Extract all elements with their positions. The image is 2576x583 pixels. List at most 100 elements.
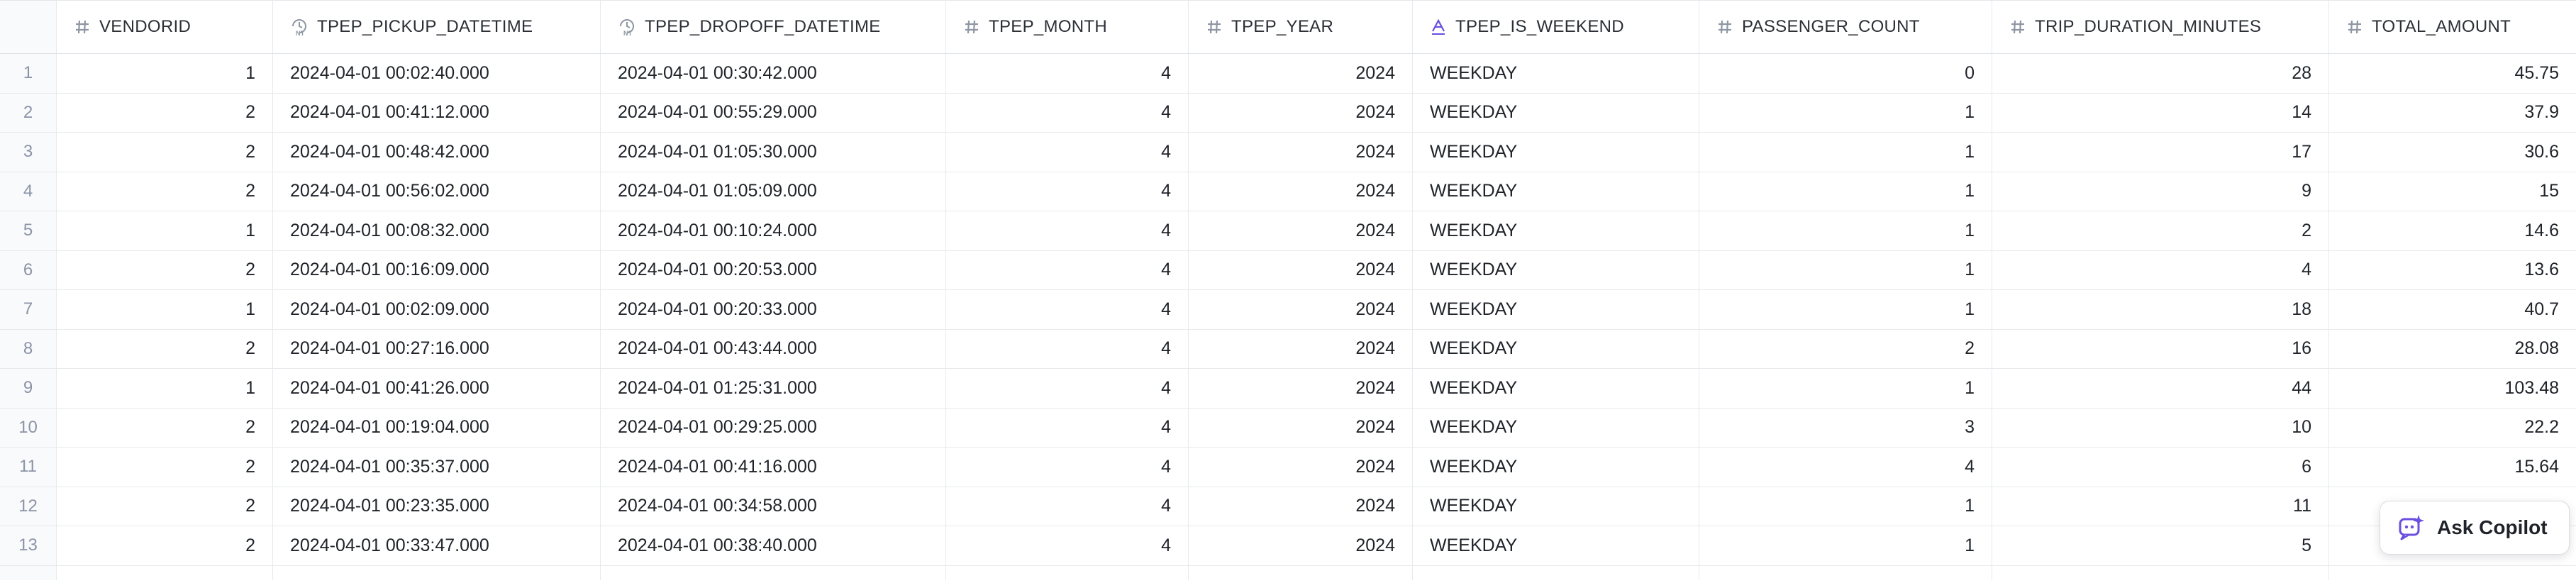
table-row[interactable]: 5 1 2024-04-01 00:08:32.000 2024-04-01 00:1… xyxy=(0,211,2576,251)
column-header-trip-duration[interactable]: TRIP_DURATION_MINUTES xyxy=(1992,1,2329,53)
cell-pickup-datetime[interactable]: 2024-04-01 00:23:35.000 xyxy=(273,487,601,526)
cell-is-weekend[interactable]: WEEKDAY xyxy=(1413,448,1699,487)
cell-is-weekend[interactable]: WEEKDAY xyxy=(1413,526,1699,565)
cell-trip-duration[interactable]: 16 xyxy=(1992,329,2329,368)
cell-trip-duration[interactable]: 5 xyxy=(1992,526,2329,565)
cell-trip-duration[interactable]: 28 xyxy=(1992,54,2329,93)
cell-is-weekend[interactable]: WEEKDAY xyxy=(1413,172,1699,211)
cell-is-weekend[interactable]: WEEKDAY xyxy=(1413,290,1699,329)
cell-dropoff-datetime[interactable]: 2024-04-01 00:38:40.000 xyxy=(601,526,946,565)
cell-pickup-datetime[interactable]: 2024-04-01 00:33:47.000 xyxy=(273,526,601,565)
cell-month[interactable]: 4 xyxy=(946,133,1189,172)
cell-passenger-count[interactable]: 1 xyxy=(1699,172,1992,211)
cell-dropoff-datetime[interactable]: 2024-04-01 00:10:24.000 xyxy=(601,211,946,250)
cell-total-amount[interactable]: 15 xyxy=(2539,181,2559,201)
cell-month[interactable]: 4 xyxy=(946,93,1189,132)
cell-vendorid[interactable]: 2 xyxy=(57,526,273,565)
cell-is-weekend[interactable]: WEEKDAY xyxy=(1413,408,1699,447)
cell-pickup-datetime[interactable]: 2024-04-01 00:56:02.000 xyxy=(273,172,601,211)
cell-is-weekend[interactable]: WEEKDAY xyxy=(1413,329,1699,368)
cell-vendorid[interactable]: 2 xyxy=(57,172,273,211)
cell-trip-duration[interactable]: 6 xyxy=(1992,448,2329,487)
table-row[interactable]: 3 2 2024-04-01 00:48:42.000 2024-04-01 01:0… xyxy=(0,133,2576,172)
table-row[interactable]: 1 1 2024-04-01 00:02:40.000 2024-04-01 00:3… xyxy=(0,54,2576,94)
cell-pickup-datetime[interactable]: 2024-04-01 00:35:37.000 xyxy=(273,448,601,487)
cell-total-amount[interactable]: 22.2 xyxy=(2524,417,2559,438)
cell-month[interactable]: 4 xyxy=(946,448,1189,487)
cell-dropoff-datetime[interactable]: 2024-04-01 01:25:31.000 xyxy=(601,369,946,408)
cell-trip-duration[interactable]: 14 xyxy=(1992,93,2329,132)
cell-vendorid[interactable]: 1 xyxy=(57,290,273,329)
cell-trip-duration[interactable]: 2 xyxy=(1992,211,2329,250)
cell-dropoff-datetime[interactable]: 2024-04-01 00:20:53.000 xyxy=(601,250,946,289)
cell-total-amount[interactable]: 30.6 xyxy=(2524,141,2559,162)
cell-year[interactable]: 2024 xyxy=(1189,133,1413,172)
cell-is-weekend[interactable]: WEEKDAY xyxy=(1413,93,1699,132)
cell-total-amount[interactable]: 15.64 xyxy=(2514,456,2559,477)
column-header-passenger-count[interactable]: PASSENGER_COUNT xyxy=(1699,1,1992,53)
cell-vendorid[interactable]: 1 xyxy=(57,369,273,408)
cell-vendorid[interactable]: 1 xyxy=(57,54,273,93)
table-row[interactable]: 4 2 2024-04-01 00:56:02.000 2024-04-01 01:0… xyxy=(0,172,2576,211)
table-row[interactable]: 13 2 2024-04-01 00:33:47.000 2024-04-01 00:… xyxy=(0,526,2576,566)
cell-year[interactable]: 2024 xyxy=(1189,329,1413,368)
table-row[interactable]: 11 2 2024-04-01 00:35:37.000 2024-04-01 00:… xyxy=(0,448,2576,487)
cell-year[interactable]: 2024 xyxy=(1189,448,1413,487)
cell-passenger-count[interactable]: 1 xyxy=(1699,133,1992,172)
cell-year[interactable]: 2024 xyxy=(1189,526,1413,565)
cell-vendorid[interactable]: 2 xyxy=(57,93,273,132)
cell-pickup-datetime[interactable]: 2024-04-01 00:41:12.000 xyxy=(273,93,601,132)
table-row[interactable]: 6 2 2024-04-01 00:16:09.000 2024-04-01 00:2… xyxy=(0,250,2576,290)
cell-trip-duration[interactable]: 44 xyxy=(1992,369,2329,408)
cell-year[interactable]: 2024 xyxy=(1189,290,1413,329)
cell-month[interactable]: 4 xyxy=(946,369,1189,408)
cell-pickup-datetime[interactable]: 2024-04-01 00:08:32.000 xyxy=(273,211,601,250)
cell-vendorid[interactable]: 2 xyxy=(57,448,273,487)
cell-passenger-count[interactable]: 2 xyxy=(1699,329,1992,368)
cell-is-weekend[interactable]: WEEKDAY xyxy=(1413,250,1699,289)
cell-vendorid[interactable]: 2 xyxy=(57,329,273,368)
cell-dropoff-datetime[interactable]: 2024-04-01 01:05:09.000 xyxy=(601,172,946,211)
cell-year[interactable]: 2024 xyxy=(1189,211,1413,250)
cell-trip-duration[interactable]: 18 xyxy=(1992,290,2329,329)
cell-year[interactable]: 2024 xyxy=(1189,250,1413,289)
cell-trip-duration[interactable]: 4 xyxy=(1992,250,2329,289)
cell-pickup-datetime[interactable]: 2024-04-01 00:02:09.000 xyxy=(273,290,601,329)
table-row[interactable]: 10 2 2024-04-01 00:19:04.000 2024-04-01 00:… xyxy=(0,408,2576,448)
cell-passenger-count[interactable]: 0 xyxy=(1699,54,1992,93)
column-header-total-amount[interactable]: TOTAL_AMOUNT xyxy=(2329,1,2576,53)
cell-passenger-count[interactable]: 1 xyxy=(1699,290,1992,329)
cell-trip-duration[interactable]: 11 xyxy=(1992,487,2329,526)
cell-passenger-count[interactable]: 1 xyxy=(1699,526,1992,565)
cell-is-weekend[interactable]: WEEKDAY xyxy=(1413,211,1699,250)
cell-pickup-datetime[interactable]: 2024-04-01 00:19:04.000 xyxy=(273,408,601,447)
cell-pickup-datetime[interactable]: 2024-04-01 00:41:26.000 xyxy=(273,369,601,408)
table-row[interactable]: 9 1 2024-04-01 00:41:26.000 2024-04-01 01:2… xyxy=(0,369,2576,409)
cell-dropoff-datetime[interactable]: 2024-04-01 00:34:58.000 xyxy=(601,487,946,526)
cell-passenger-count[interactable]: 1 xyxy=(1699,487,1992,526)
cell-year[interactable]: 2024 xyxy=(1189,408,1413,447)
cell-vendorid[interactable]: 2 xyxy=(57,487,273,526)
table-row[interactable]: 2 2 2024-04-01 00:41:12.000 2024-04-01 00:5… xyxy=(0,93,2576,133)
cell-is-weekend[interactable]: WEEKDAY xyxy=(1413,487,1699,526)
cell-month[interactable]: 4 xyxy=(946,290,1189,329)
cell-year[interactable]: 2024 xyxy=(1189,54,1413,93)
cell-trip-duration[interactable]: 9 xyxy=(1992,172,2329,211)
cell-total-amount[interactable]: 28.08 xyxy=(2514,338,2559,359)
column-header-pickup-datetime[interactable]: NT TPEP_PICKUP_DATETIME xyxy=(273,1,601,53)
cell-pickup-datetime[interactable]: 2024-04-01 00:16:09.000 xyxy=(273,250,601,289)
cell-is-weekend[interactable]: WEEKDAY xyxy=(1413,133,1699,172)
cell-pickup-datetime[interactable]: 2024-04-01 00:48:42.000 xyxy=(273,133,601,172)
cell-month[interactable]: 4 xyxy=(946,329,1189,368)
cell-is-weekend[interactable]: WEEKDAY xyxy=(1413,369,1699,408)
cell-month[interactable]: 4 xyxy=(946,408,1189,447)
cell-month[interactable]: 4 xyxy=(946,250,1189,289)
column-header-is-weekend[interactable]: TPEP_IS_WEEKEND xyxy=(1413,1,1699,53)
cell-pickup-datetime[interactable]: 2024-04-01 00:02:40.000 xyxy=(273,54,601,93)
cell-dropoff-datetime[interactable]: 2024-04-01 00:55:29.000 xyxy=(601,93,946,132)
cell-vendorid[interactable]: 2 xyxy=(57,408,273,447)
cell-dropoff-datetime[interactable]: 2024-04-01 01:05:30.000 xyxy=(601,133,946,172)
cell-year[interactable]: 2024 xyxy=(1189,369,1413,408)
cell-vendorid[interactable]: 2 xyxy=(57,133,273,172)
cell-month[interactable]: 4 xyxy=(946,526,1189,565)
